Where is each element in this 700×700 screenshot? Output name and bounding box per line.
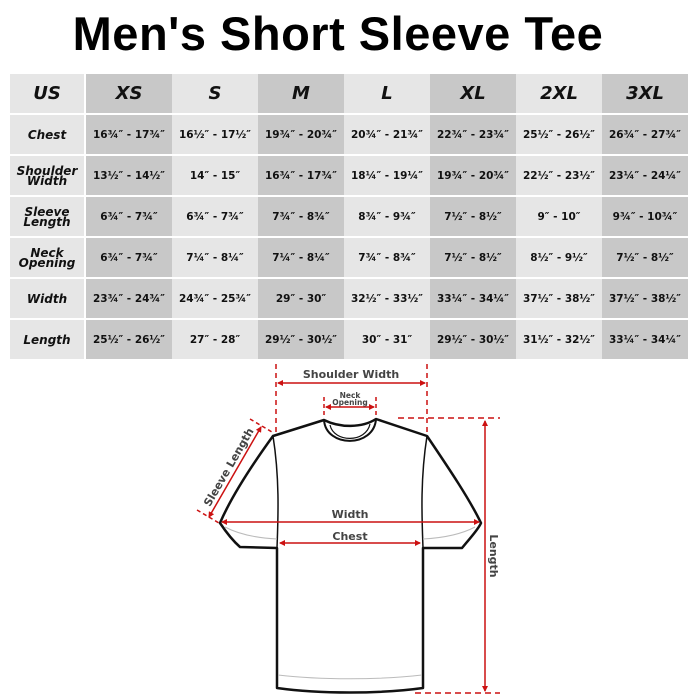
width-label: Width bbox=[332, 508, 369, 521]
measurement-cell: 20¾″ - 21¾″ bbox=[344, 115, 430, 154]
measurement-cell: 9″ - 10″ bbox=[516, 197, 602, 236]
row-label: Length bbox=[10, 320, 84, 359]
measurement-cell: 26¾″ - 27¾″ bbox=[602, 115, 688, 154]
measurement-cell: 7¼″ - 8¼″ bbox=[172, 238, 258, 277]
measurement-cell: 25½″ - 26½″ bbox=[516, 115, 602, 154]
measurement-cell: 7¾″ - 8¾″ bbox=[344, 238, 430, 277]
measurement-cell: 7½″ - 8½″ bbox=[602, 238, 688, 277]
header-size-xs: XS bbox=[86, 74, 172, 113]
measurement-cell: 19¾″ - 20¾″ bbox=[258, 115, 344, 154]
measurement-cell: 30″ - 31″ bbox=[344, 320, 430, 359]
measurement-cell: 8½″ - 9½″ bbox=[516, 238, 602, 277]
header-size-l: L bbox=[344, 74, 430, 113]
row-label-text: Sleeve Length bbox=[23, 204, 71, 229]
measurement-cell: 31½″ - 32½″ bbox=[516, 320, 602, 359]
measurement-cell: 24¾″ - 25¾″ bbox=[172, 279, 258, 318]
measurement-cell: 13½″ - 14½″ bbox=[86, 156, 172, 195]
measurement-lines bbox=[196, 364, 500, 694]
measurement-cell: 6¾″ - 7¾″ bbox=[172, 197, 258, 236]
row-label: Neck Opening bbox=[10, 238, 84, 277]
row-label-text: Length bbox=[23, 332, 71, 347]
measurement-cell: 29½″ - 30½″ bbox=[430, 320, 516, 359]
row-label: Shoulder Width bbox=[10, 156, 84, 195]
row-label-text: Neck Opening bbox=[18, 245, 76, 270]
measurement-cell: 16¾″ - 17¾″ bbox=[86, 115, 172, 154]
measurement-cell: 23¼″ - 24¼″ bbox=[602, 156, 688, 195]
header-us: US bbox=[10, 74, 84, 113]
length-label: Length bbox=[487, 534, 500, 577]
page-title: Men's Short Sleeve Tee bbox=[72, 7, 604, 60]
shoulder-width-label: Shoulder Width bbox=[303, 368, 399, 381]
measurement-cell: 18¼″ - 19¼″ bbox=[344, 156, 430, 195]
row-label: Width bbox=[10, 279, 84, 318]
tshirt-outline bbox=[218, 417, 483, 694]
row-label-text: Chest bbox=[27, 127, 67, 142]
measurement-cell: 22¾″ - 23¾″ bbox=[430, 115, 516, 154]
measurement-cell: 22½″ - 23½″ bbox=[516, 156, 602, 195]
measurement-cell: 25½″ - 26½″ bbox=[86, 320, 172, 359]
measurement-cell: 8¾″ - 9¾″ bbox=[344, 197, 430, 236]
header-size-xl: XL bbox=[430, 74, 516, 113]
measurement-cell: 6¾″ - 7¾″ bbox=[86, 238, 172, 277]
measurement-cell: 16¾″ - 17¾″ bbox=[258, 156, 344, 195]
chest-label: Chest bbox=[332, 530, 367, 543]
neck-opening-label-line2: Opening bbox=[332, 398, 367, 407]
measurement-cell: 6¾″ - 7¾″ bbox=[86, 197, 172, 236]
row-label-text: Width bbox=[26, 291, 68, 306]
row-label: Sleeve Length bbox=[10, 197, 84, 236]
size-chart-table: US XS S M L XL 2XL 3XL Chest 16¾″ - 17¾″ 16½″ - 17… bbox=[10, 74, 688, 359]
header-size-m: M bbox=[258, 74, 344, 113]
measurement-cell: 37½″ - 38½″ bbox=[516, 279, 602, 318]
header-size-s: S bbox=[172, 74, 258, 113]
header-size-3xl: 3XL bbox=[602, 74, 688, 113]
measurement-cell: 29½″ - 30½″ bbox=[258, 320, 344, 359]
measurement-cell: 9¾″ - 10¾″ bbox=[602, 197, 688, 236]
measurement-cell: 7½″ - 8½″ bbox=[430, 238, 516, 277]
measurement-cell: 27″ - 28″ bbox=[172, 320, 258, 359]
header-size-2xl: 2XL bbox=[516, 74, 602, 113]
measurement-cell: 16½″ - 17½″ bbox=[172, 115, 258, 154]
measurement-cell: 37½″ - 38½″ bbox=[602, 279, 688, 318]
measurement-cell: 7¼″ - 8¼″ bbox=[258, 238, 344, 277]
neck-opening-label-line1: Neck bbox=[340, 391, 362, 400]
measurement-cell: 33¼″ - 34¼″ bbox=[430, 279, 516, 318]
measurement-cell: 23¾″ - 24¾″ bbox=[86, 279, 172, 318]
measurement-cell: 14″ - 15″ bbox=[172, 156, 258, 195]
row-label: Chest bbox=[10, 115, 84, 154]
measurement-cell: 29″ - 30″ bbox=[258, 279, 344, 318]
measurement-cell: 19¾″ - 20¾″ bbox=[430, 156, 516, 195]
row-label-text: Shoulder Width bbox=[16, 163, 78, 188]
measurement-cell: 7½″ - 8½″ bbox=[430, 197, 516, 236]
measurement-cell: 7¾″ - 8¾″ bbox=[258, 197, 344, 236]
measurement-cell: 32½″ - 33½″ bbox=[344, 279, 430, 318]
measurement-cell: 33¼″ - 34¼″ bbox=[602, 320, 688, 359]
